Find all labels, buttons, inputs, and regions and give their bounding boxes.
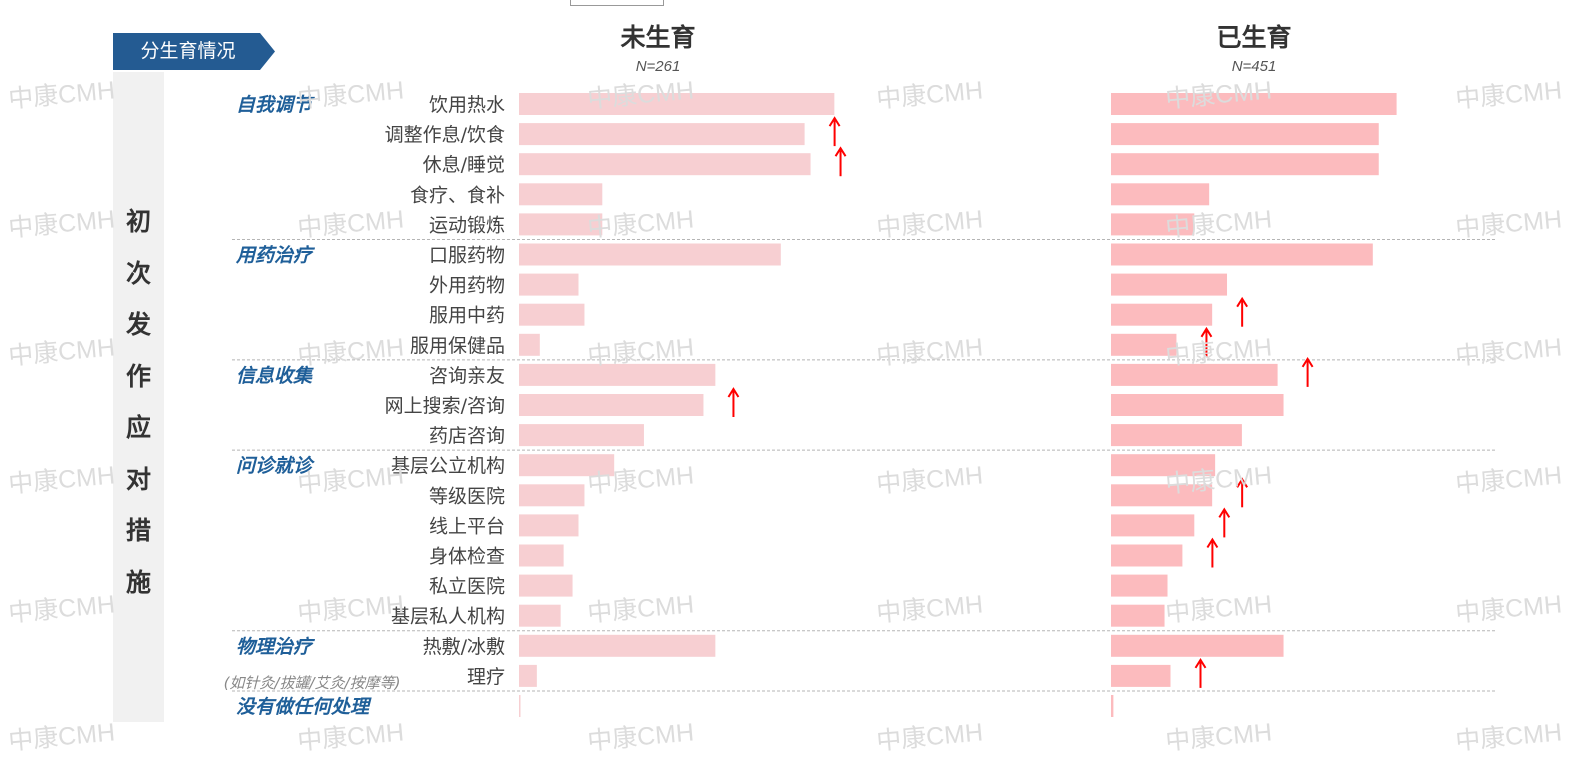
bar-unmarried: [519, 273, 579, 296]
bar-unmarried: [519, 333, 540, 356]
category-label: 没有做任何处理: [236, 696, 372, 718]
bar-unmarried: [519, 514, 579, 537]
bar-married: [1111, 544, 1183, 567]
item-label: 等级医院: [429, 485, 505, 507]
bar-unmarried: [519, 424, 644, 447]
bar-married: [1111, 363, 1278, 386]
vertical-title-char: 措: [125, 516, 151, 545]
bar-unmarried: [519, 394, 704, 416]
bar-unmarried: [519, 303, 585, 326]
panel-subtitle: N=261: [636, 58, 681, 75]
increase-arrow-icon: [834, 146, 847, 157]
bar-unmarried: [519, 544, 564, 567]
increase-arrow-icon: [1236, 477, 1248, 488]
bar-married: [1111, 514, 1195, 537]
item-label: 线上平台: [429, 515, 505, 537]
segment-tag: 分生育情况: [113, 33, 275, 70]
category-label: 自我调节: [236, 94, 315, 116]
vertical-title-char: 次: [125, 258, 151, 288]
panel-title: 已生育: [1216, 23, 1291, 52]
item-label: 调整作息/饮食: [385, 124, 505, 146]
bar-married: [1111, 695, 1114, 717]
bar-unmarried: [519, 183, 603, 206]
bar-unmarried: [519, 604, 561, 627]
segment-tag-label: 分生育情况: [140, 40, 236, 62]
category-note: (如针灸/拔罐/艾灸/按摩等): [224, 674, 401, 692]
item-label: 理疗: [467, 666, 505, 688]
bar-married: [1111, 454, 1216, 477]
item-label: 基层私人机构: [391, 606, 505, 628]
sidebar-panel: [113, 72, 164, 722]
bar-unmarried: [519, 574, 573, 597]
bar-married: [1111, 123, 1379, 146]
bar-unmarried: [519, 123, 805, 146]
increase-arrow-icon: [1218, 507, 1231, 518]
bar-unmarried: [519, 695, 521, 717]
category-label: 信息收集: [236, 365, 314, 387]
vertical-title-char: 发: [125, 310, 151, 339]
bar-married: [1111, 243, 1373, 266]
bar-married: [1111, 183, 1210, 206]
category-label: 物理治疗: [236, 636, 316, 658]
item-label: 服用保健品: [410, 335, 505, 357]
bar-unmarried: [519, 213, 603, 236]
item-label: 咨询亲友: [429, 365, 505, 387]
top-frame-fragment: [570, 0, 664, 6]
item-label: 热敷/冰敷: [423, 636, 505, 658]
bar-unmarried: [519, 93, 835, 115]
increase-arrow-icon: [1194, 658, 1207, 669]
bar-married: [1111, 424, 1242, 447]
increase-arrow-icon: [828, 116, 841, 127]
item-label: 运动锻炼: [429, 214, 505, 236]
item-label: 网上搜索/咨询: [385, 395, 505, 417]
item-label: 基层公立机构: [391, 455, 505, 477]
item-label: 休息/睡觉: [423, 154, 505, 176]
item-label: 私立医院: [429, 576, 505, 598]
bar-unmarried: [519, 363, 716, 386]
category-label: 用药治疗: [235, 245, 316, 267]
bar-unmarried: [519, 484, 585, 507]
bar-married: [1111, 153, 1379, 176]
item-label: 药店咨询: [429, 425, 505, 447]
bar-married: [1111, 664, 1171, 687]
bar-married: [1111, 303, 1213, 326]
vertical-title-char: 应: [125, 413, 151, 442]
bar-married: [1111, 333, 1177, 356]
bar-married: [1111, 484, 1213, 507]
bar-married: [1111, 273, 1228, 296]
item-label: 外用药物: [429, 275, 505, 297]
item-label: 饮用热水: [429, 94, 505, 116]
increase-arrow-icon: [727, 387, 740, 398]
item-label: 服用中药: [429, 305, 505, 327]
bar-married: [1111, 634, 1284, 657]
item-label: 身体检查: [429, 546, 505, 568]
increase-arrow-icon: [1200, 326, 1213, 338]
vertical-title-char: 作: [125, 361, 151, 391]
increase-arrow-icon: [1206, 537, 1219, 549]
vertical-title-char: 施: [125, 567, 151, 597]
bar-married: [1111, 394, 1284, 416]
bar-unmarried: [519, 153, 811, 176]
bar-unmarried: [519, 664, 537, 687]
vertical-title-char: 初: [125, 207, 151, 236]
vertical-title: 初次发作应对措施: [113, 196, 164, 608]
bar-unmarried: [519, 454, 615, 477]
increase-arrow-icon: [1301, 357, 1314, 368]
panel-title: 未生育: [620, 23, 695, 52]
item-label: 口服药物: [429, 245, 505, 267]
increase-arrow-icon: [1236, 296, 1248, 308]
bar-married: [1111, 213, 1195, 236]
panel-subtitle: N=451: [1232, 58, 1277, 75]
item-label: 食疗、食补: [410, 184, 505, 206]
bar-unmarried: [519, 243, 781, 266]
bar-married: [1111, 574, 1168, 597]
category-label: 问诊就诊: [236, 455, 315, 477]
bar-unmarried: [519, 634, 716, 657]
bar-married: [1111, 93, 1397, 115]
vertical-title-char: 对: [125, 464, 151, 494]
bar-married: [1111, 604, 1165, 627]
